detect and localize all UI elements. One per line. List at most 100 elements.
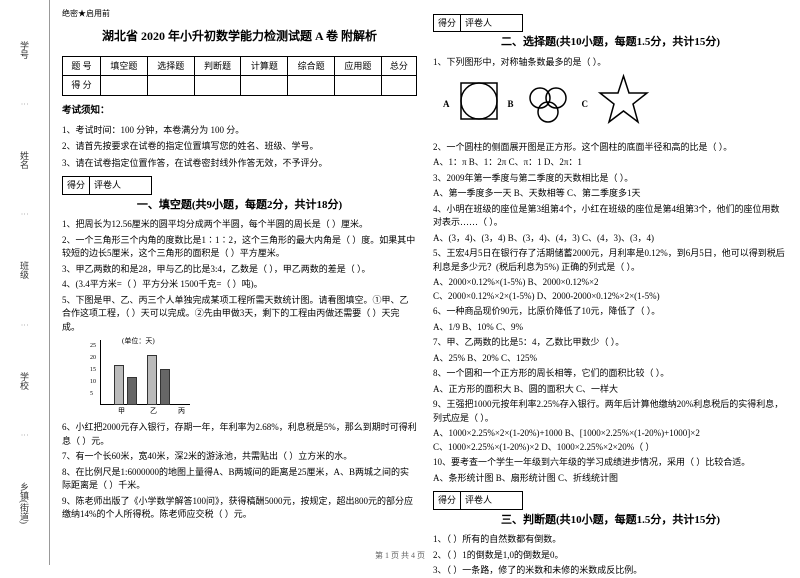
q1-3: 3、甲乙两数的和是28，甲与乙的比是3:4，乙数是（ ），甲乙两数的差是（ ）。	[62, 263, 417, 277]
q1-7: 7、有一个长60米，宽40米，深2米的游泳池，共需贴出（ ）立方米的水。	[62, 450, 417, 464]
notice-2: 2、请首先按要求在试卷的指定位置填写您的姓名、班级、学号。	[62, 139, 417, 153]
q2-5: 5、王宏4月5日在银行存了活期储蓄2000元，月利率是0.12%，到6月5日，他…	[433, 247, 788, 274]
left-column: 绝密★启用前 湖北省 2020 年小升初数学能力检测试题 A 卷 附解析 题 号…	[54, 8, 425, 557]
q1-8: 8、在比例尺是1:6000000的地图上量得A、B两城间的距离是25厘米，A、B…	[62, 466, 417, 493]
bar-chart: (单位：天) 25 20 15 10 5 甲 乙 丙	[92, 340, 192, 415]
yl20: 20	[90, 354, 96, 364]
table-row: 题 号 填空题 选择题 判断题 计算题 综合题 应用题 总分	[63, 56, 417, 75]
q1-9: 9、陈老师出版了《小学数学解答100问》，获得稿酬5000元，按规定，超出800…	[62, 495, 417, 522]
xl3: 丙	[178, 406, 185, 417]
bar-jia	[114, 365, 124, 405]
th: 选择题	[147, 56, 194, 75]
yl5: 5	[90, 390, 93, 400]
th: 判断题	[194, 56, 241, 75]
yl25: 25	[90, 342, 96, 352]
bar-bing1	[147, 355, 157, 405]
q1-6: 6、小红把2000元存入银行，存期一年，年利率为2.68%，利息税是5%，那么到…	[62, 421, 417, 448]
star-icon	[596, 73, 651, 134]
margin-banji: 班级	[18, 261, 31, 279]
td	[288, 76, 335, 95]
score-table: 题 号 填空题 选择题 判断题 计算题 综合题 应用题 总分 得 分	[62, 56, 417, 96]
table-row: 得 分	[63, 76, 417, 95]
td	[335, 76, 382, 95]
q2-9: 9、王强把1000元按年利率2.25%存入银行。两年后计算他缴纳20%利息税后的…	[433, 398, 788, 425]
th: 综合题	[288, 56, 335, 75]
q2-4o: A、(3，4)、(3，4) B、(3，4)、(4，3) C、(4，3)、(3，4…	[433, 232, 788, 246]
q2-10o: A、条形统计图 B、扇形统计图 C、折线统计图	[433, 472, 788, 486]
td: 得 分	[63, 76, 101, 95]
margin-dots2: ⋮	[20, 210, 29, 220]
q1-4: 4、(3.4平方米=（ ）平方分米 1500千克=（ ）吨)。	[62, 278, 417, 292]
opt-b: B	[508, 97, 514, 111]
q2-8o: A、正方形的面积大 B、圆的面积大 C、一样大	[433, 383, 788, 397]
score-cell2: 得分	[434, 15, 461, 31]
margin-xingming: 姓名	[18, 151, 31, 169]
q2-6o: A、1/9 B、10% C、9%	[433, 321, 788, 335]
q3-1: 1、（ ）所有的自然数都有倒数。	[433, 533, 788, 547]
bar-yi	[127, 377, 137, 405]
q1-1: 1、把周长为12.56厘米的圆平均分成两个半圆，每个半圆的周长是（ ）厘米。	[62, 218, 417, 232]
th: 总分	[381, 56, 416, 75]
q2-4: 4、小明在班级的座位是第3组第4个，小红在班级的座位是第4组第3个，他们的座位用…	[433, 203, 788, 230]
q3-2: 2、（ ）1的倒数是1,0的倒数是0。	[433, 549, 788, 563]
confidential-mark: 绝密★启用前	[62, 8, 417, 21]
chart-title: (单位：天)	[122, 336, 155, 347]
page-number: 第 1 页 共 4 页	[375, 550, 425, 561]
section3-title: 三、判断题(共10小题，每题1.5分，共计15分)	[433, 512, 788, 530]
q2-10: 10、要考查一个学生一年级到六年级的学习成绩进步情况，采用（ ）比较合适。	[433, 456, 788, 470]
binding-margin: 学号 ⋮ 姓名 ⋮ 班级 ⋮ 学校 ⋮ 乡镇(街道)	[0, 0, 50, 565]
xl2: 乙	[150, 406, 157, 417]
main-content: 绝密★启用前 湖北省 2020 年小升初数学能力检测试题 A 卷 附解析 题 号…	[50, 0, 800, 565]
notice-3: 3、请在试卷指定位置作答，在试卷密封线外作答无效，不予评分。	[62, 156, 417, 170]
reviewer-cell3: 评卷人	[461, 492, 522, 508]
q1-5: 5、下图是甲、乙、丙三个人单独完成某项工程所需天数统计图。请看图填空。①甲、乙合…	[62, 294, 417, 335]
q2-2: 2、一个圆柱的侧面展开图是正方形。这个圆柱的底面半径和高的比是（ ）。	[433, 141, 788, 155]
q2-6: 6、一种商品现价90元，比原价降低了10元，降低了（ ）。	[433, 305, 788, 319]
grader-box2: 得分 评卷人	[433, 14, 523, 32]
q2-3o: A、第一季度多一天 B、天数相等 C、第二季度多1天	[433, 187, 788, 201]
notice-1: 1、考试时间：100 分钟，本卷满分为 100 分。	[62, 123, 417, 137]
yl10: 10	[90, 378, 96, 388]
shape-options: A B C	[443, 73, 788, 134]
th: 题 号	[63, 56, 101, 75]
right-column: 得分 评卷人 二、选择题(共10小题，每题1.5分，共计15分) 1、下列图形中…	[425, 8, 796, 557]
grader-box: 得分 评卷人	[62, 176, 152, 194]
notice-heading: 考试须知：	[62, 104, 417, 119]
td	[147, 76, 194, 95]
th: 应用题	[335, 56, 382, 75]
bar-bing2	[160, 369, 170, 405]
reviewer-cell: 评卷人	[90, 177, 151, 193]
q2-1: 1、下列图形中，对称轴条数最多的是（ ）。	[433, 56, 788, 70]
three-circles-icon	[522, 84, 574, 124]
q2-2o: A、1：π B、1：2π C、π：1 D、2π：1	[433, 156, 788, 170]
margin-dots: ⋮	[20, 100, 29, 110]
score-cell: 得分	[63, 177, 90, 193]
square-circle-icon	[458, 80, 500, 128]
th: 填空题	[101, 56, 148, 75]
exam-title: 湖北省 2020 年小升初数学能力检测试题 A 卷 附解析	[62, 27, 417, 46]
section1-title: 一、填空题(共9小题，每题2分，共计18分)	[62, 197, 417, 215]
margin-xiangzhen: 乡镇(街道)	[18, 482, 31, 524]
margin-dots4: ⋮	[20, 431, 29, 441]
opt-a: A	[443, 97, 450, 111]
q2-5o: A、2000×0.12%×(1-5%) B、2000×0.12%×2 C、200…	[433, 276, 788, 303]
td	[101, 76, 148, 95]
opt-c: C	[582, 97, 589, 111]
th: 计算题	[241, 56, 288, 75]
reviewer-cell2: 评卷人	[461, 15, 522, 31]
td	[241, 76, 288, 95]
q2-7: 7、甲、乙两数的比是5：4，乙数比甲数少（ ）。	[433, 336, 788, 350]
q2-8: 8、一个圆和一个正方形的周长相等，它们的面积比较（ ）。	[433, 367, 788, 381]
yl15: 15	[90, 366, 96, 376]
margin-dots3: ⋮	[20, 321, 29, 331]
q2-3: 3、2009年第一季度与第二季度的天数相比是（ ）。	[433, 172, 788, 186]
section2-title: 二、选择题(共10小题，每题1.5分，共计15分)	[433, 34, 788, 52]
margin-xuehao: 学号	[18, 41, 31, 59]
score-cell3: 得分	[434, 492, 461, 508]
q2-9o: A、1000×2.25%×2×(1-20%)+1000 B、[1000×2.25…	[433, 427, 788, 454]
q2-7o: A、25% B、20% C、125%	[433, 352, 788, 366]
q1-2: 2、一个三角形三个内角的度数比是1∶1∶2，这个三角形的最大内角是（ ）度。如果…	[62, 234, 417, 261]
q3-3: 3、（ ）一条路，修了的米数和未修的米数成反比例。	[433, 564, 788, 578]
chart-yaxis	[100, 340, 101, 405]
td	[194, 76, 241, 95]
